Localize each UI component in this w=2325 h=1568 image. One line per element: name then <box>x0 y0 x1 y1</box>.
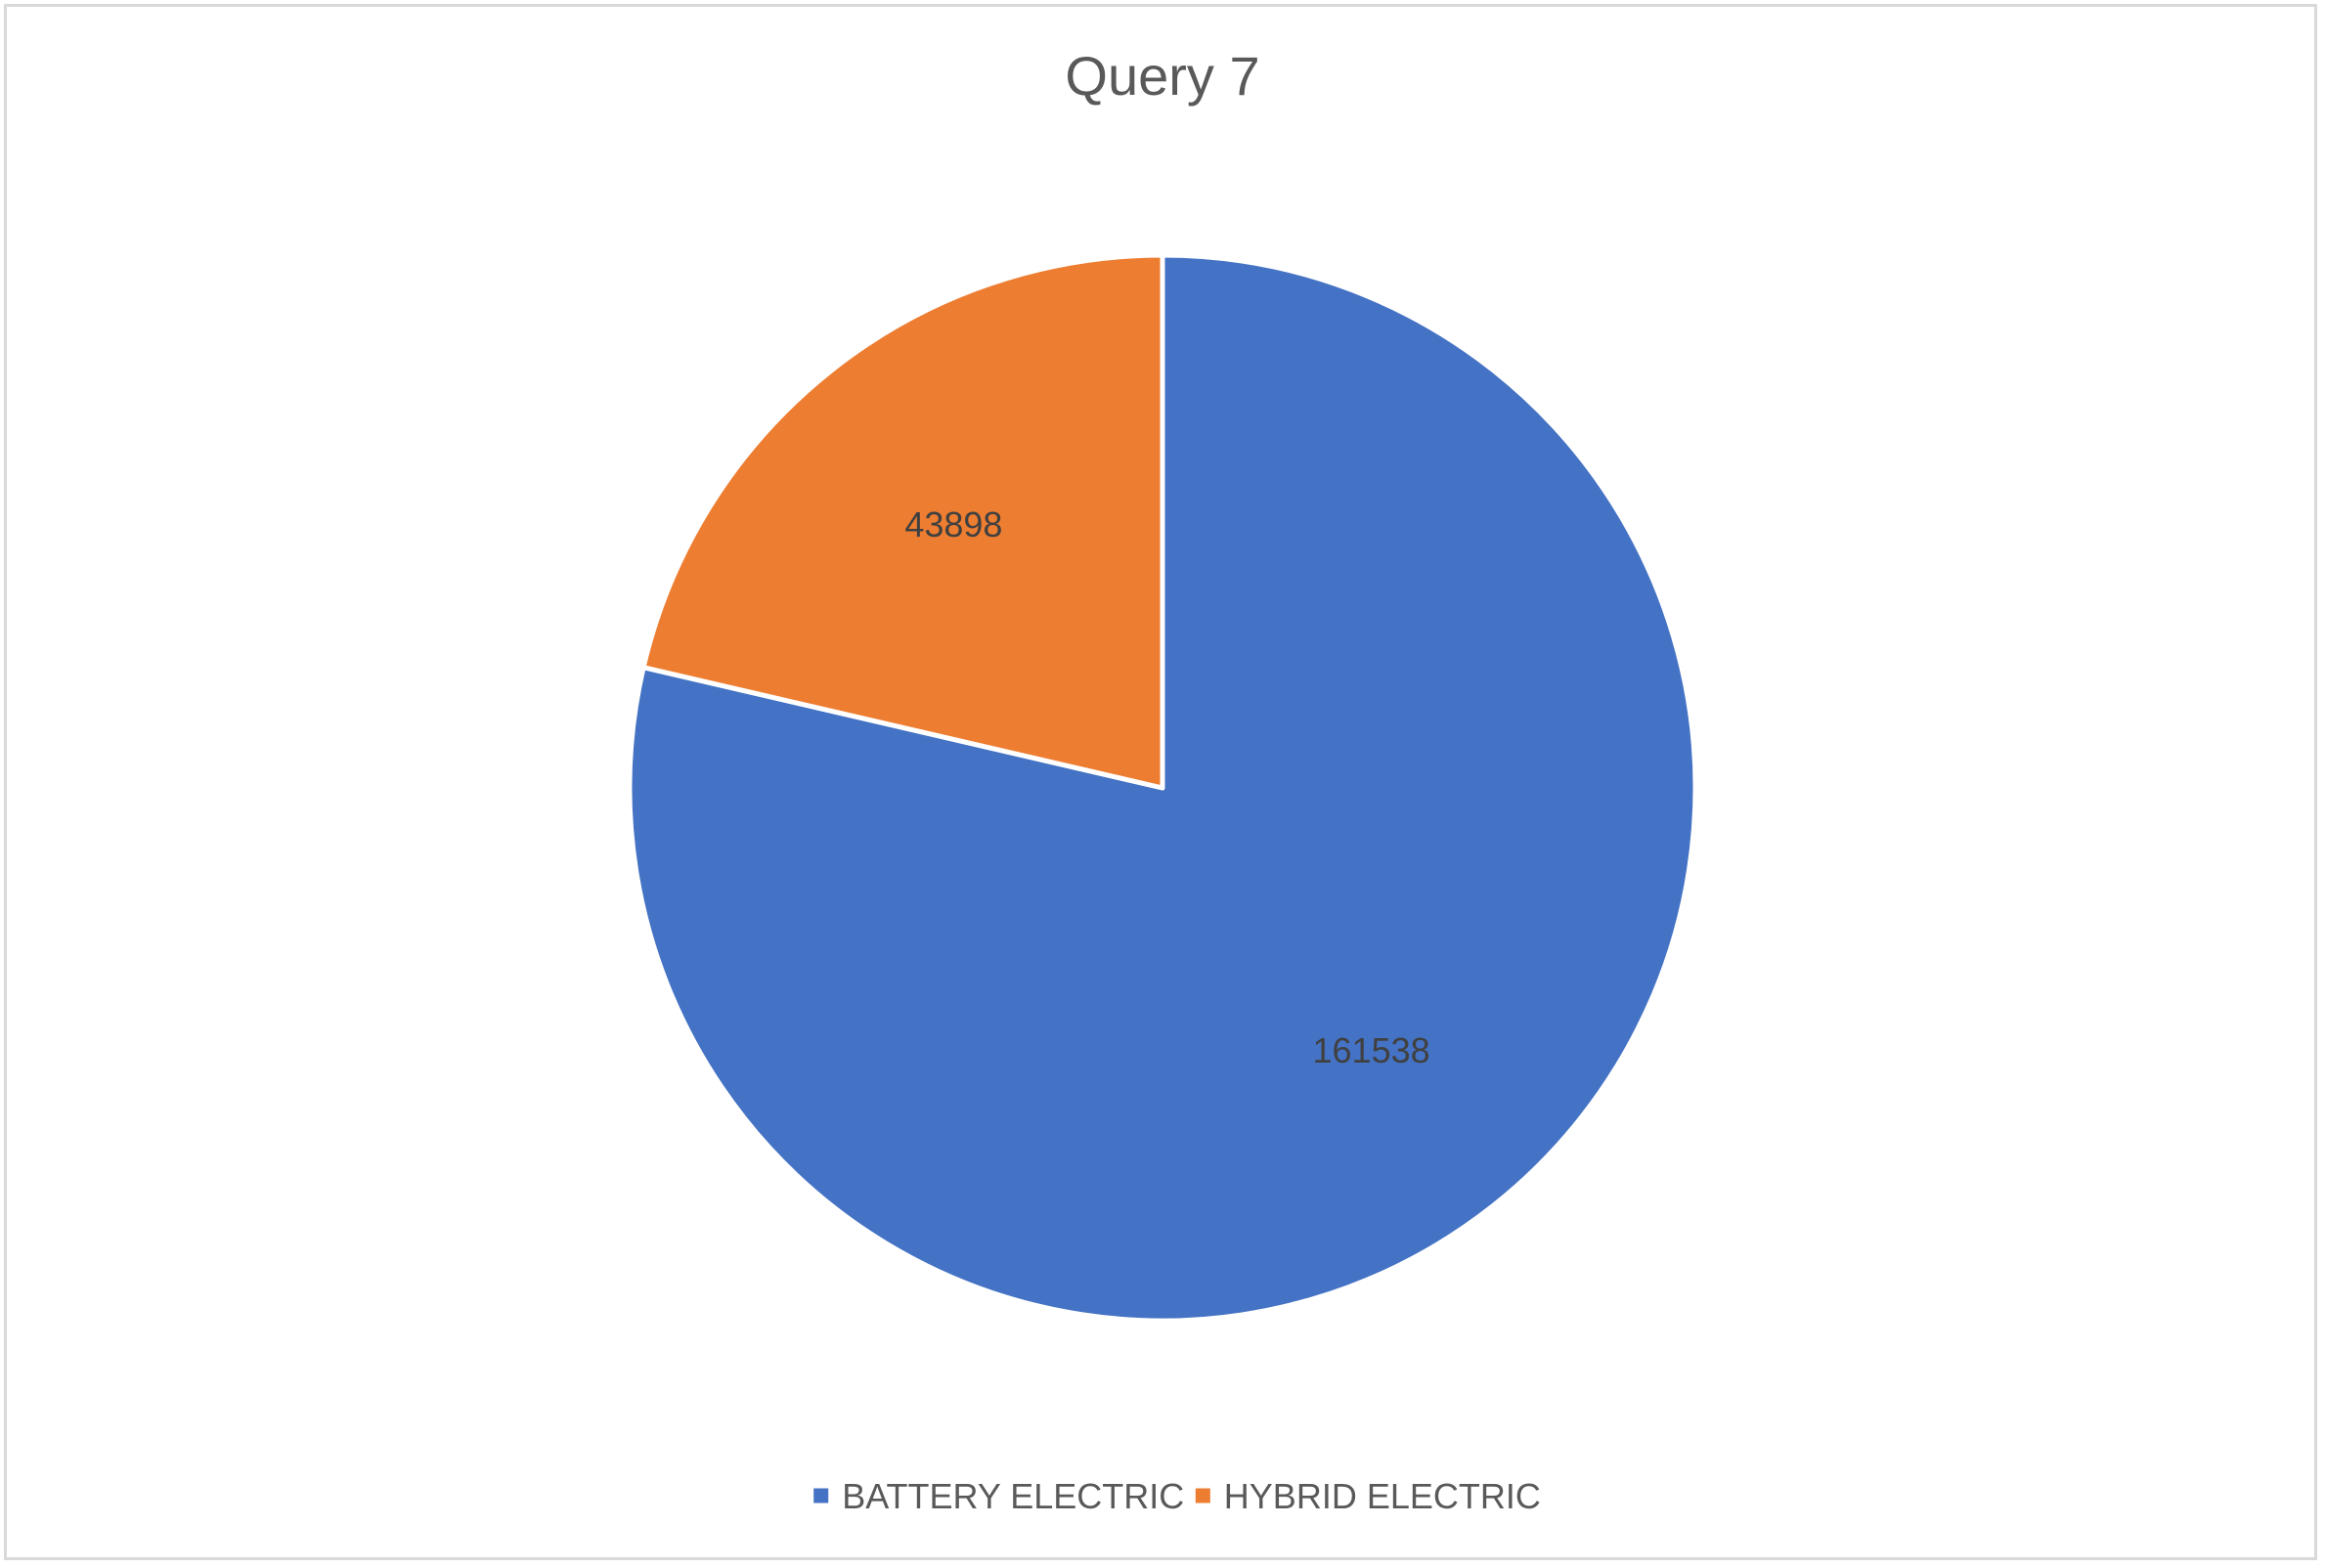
data-label-battery-electric: 161538 <box>1313 1030 1430 1070</box>
legend-marker <box>813 1488 829 1503</box>
pie-slices <box>627 252 1698 1324</box>
legend-marker <box>1195 1488 1210 1503</box>
legend-item-battery-electric: BATTERY ELECTRIC <box>813 1476 1184 1516</box>
legend-label: BATTERY ELECTRIC <box>842 1476 1184 1516</box>
pie-slice-hybrid-electric <box>640 252 1165 791</box>
data-label-hybrid-electric: 43898 <box>904 504 1002 544</box>
chart-title: Query 7 <box>1065 45 1259 107</box>
data-labels: 161538 43898 <box>904 504 1429 1070</box>
legend-item-hybrid-electric: HYBRID ELECTRIC <box>1195 1476 1541 1516</box>
legend-label: HYBRID ELECTRIC <box>1224 1476 1541 1516</box>
legend: BATTERY ELECTRIC HYBRID ELECTRIC <box>813 1476 1541 1516</box>
